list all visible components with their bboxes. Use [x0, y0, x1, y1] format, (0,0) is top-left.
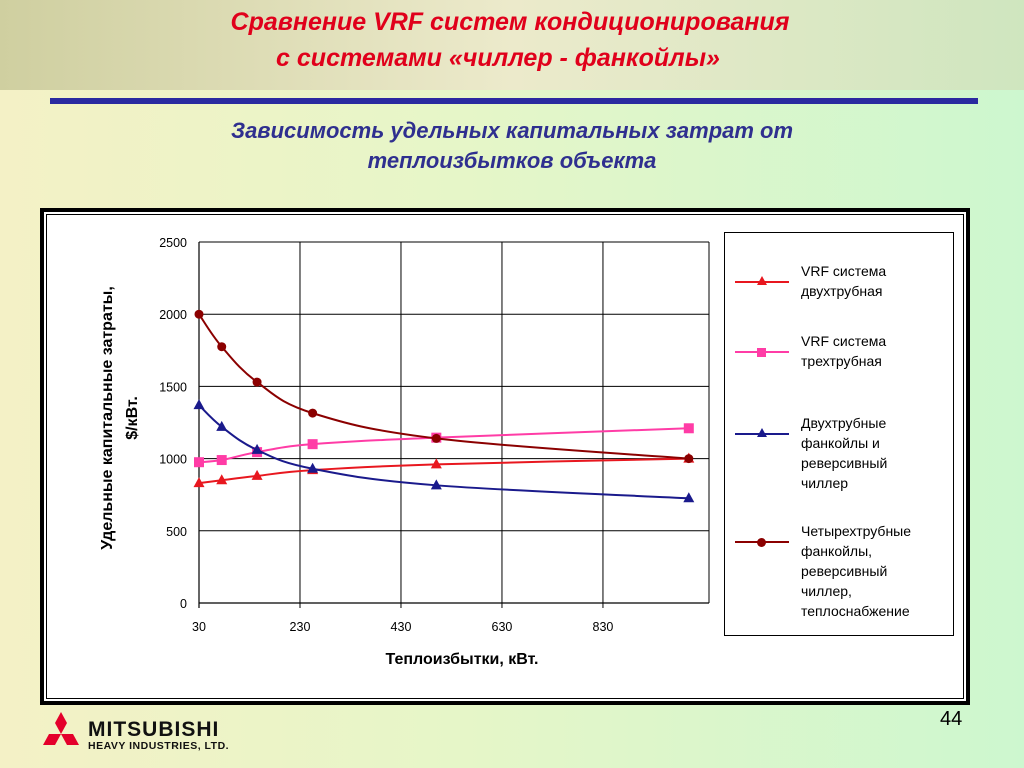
legend-label-line: чиллер: [801, 475, 849, 491]
x-tick-label: 630: [492, 620, 513, 634]
series-2-point: [194, 457, 204, 468]
series-4-point: [431, 433, 441, 443]
series-line-1: [198, 457, 689, 485]
legend-label: VRF система двухтрубная: [801, 261, 886, 301]
series-line-3: [198, 404, 689, 500]
legend-label: VRF система трехтрубная: [801, 331, 886, 371]
series-4-point: [308, 408, 318, 418]
series-3-point: [251, 443, 263, 454]
series-4-point: [684, 454, 694, 464]
legend-label-line: чиллер,: [801, 583, 852, 599]
logo-subtitle: HEAVY INDUSTRIES, LTD.: [88, 740, 230, 752]
legend-label-line: теплоснабжение: [801, 603, 910, 619]
series-2-point: [216, 455, 227, 466]
y-tick-label: 0: [180, 597, 187, 611]
series-4-point: [217, 342, 227, 352]
legend-label-line: Двухтрубные: [801, 415, 887, 431]
legend-label-line: реверсивный: [801, 455, 888, 471]
x-tick-label: 830: [593, 620, 614, 634]
series-1-point: [193, 477, 205, 488]
series-1-point: [216, 474, 228, 485]
title-bar: [0, 0, 1024, 90]
slide-title-line1: Сравнение VRF систем кондиционирования: [230, 8, 790, 36]
series-3-point: [193, 399, 205, 410]
y-tick-label: 500: [166, 525, 187, 539]
legend-label-line: VRF система: [801, 333, 887, 349]
series-3-point: [307, 462, 319, 473]
mitsubishi-logo-icon: [43, 712, 79, 745]
y-axis-label-line1: Удельные капитальные затраты,: [99, 286, 116, 550]
chart-frame-inner: [46, 214, 964, 699]
y-tick-label: 2500: [159, 236, 187, 250]
legend-triangle-icon: [757, 428, 767, 437]
series-2-point: [683, 423, 694, 434]
legend-circle-icon: [757, 537, 766, 547]
y-tick-label: 2000: [159, 308, 187, 322]
series-4-point: [252, 377, 262, 387]
legend-label-line: Четырехтрубные: [801, 523, 912, 539]
title-divider: [50, 98, 978, 104]
chart-subtitle-line1: Зависимость удельных капитальных затрат …: [230, 118, 794, 143]
legend-square-icon: [757, 347, 766, 357]
slide-title-line2: с системами «чиллер - фанкойлы»: [276, 44, 720, 72]
chart-subtitle-line2: теплоизбытков объекта: [367, 148, 657, 173]
logo-wordmark: MITSUBISHI: [88, 718, 220, 741]
chart-legend: VRF система двухтрубная VRF система трехтру…: [724, 232, 954, 636]
x-tick-label: 230: [290, 620, 311, 634]
series-3-point: [683, 492, 695, 503]
legend-triangle-icon: [757, 276, 767, 285]
series-3-point: [216, 420, 228, 431]
series-1-point: [251, 469, 263, 480]
legend-label-line: реверсивный: [801, 563, 888, 579]
x-tick-label: 430: [391, 620, 412, 634]
y-tick-label: 1500: [159, 380, 187, 394]
x-tick-label: 30: [192, 620, 206, 634]
series-4-point: [194, 309, 204, 319]
legend-label-line: двухтрубная: [801, 283, 883, 299]
legend-label: Четырехтрубные фанкойлы, реверсивный чиллер…: [801, 521, 911, 621]
legend-label-line: фанкойлы,: [801, 543, 873, 559]
legend-label-line: фанкойлы и: [801, 435, 880, 451]
y-tick-label: 1000: [159, 453, 187, 467]
page-number: 44: [940, 708, 963, 730]
legend-label-line: VRF система: [801, 263, 887, 279]
y-axis-label-line2: $/кВт.: [124, 396, 141, 440]
legend-label: Двухтрубные фанкойлы и реверсивный чиллер: [801, 413, 887, 493]
series-1-point: [430, 458, 442, 469]
legend-label-line: трехтрубная: [801, 353, 882, 369]
series-3-point: [430, 479, 442, 490]
series-2-point: [307, 439, 318, 450]
x-axis-label: Теплоизбытки, кВт.: [386, 651, 539, 668]
